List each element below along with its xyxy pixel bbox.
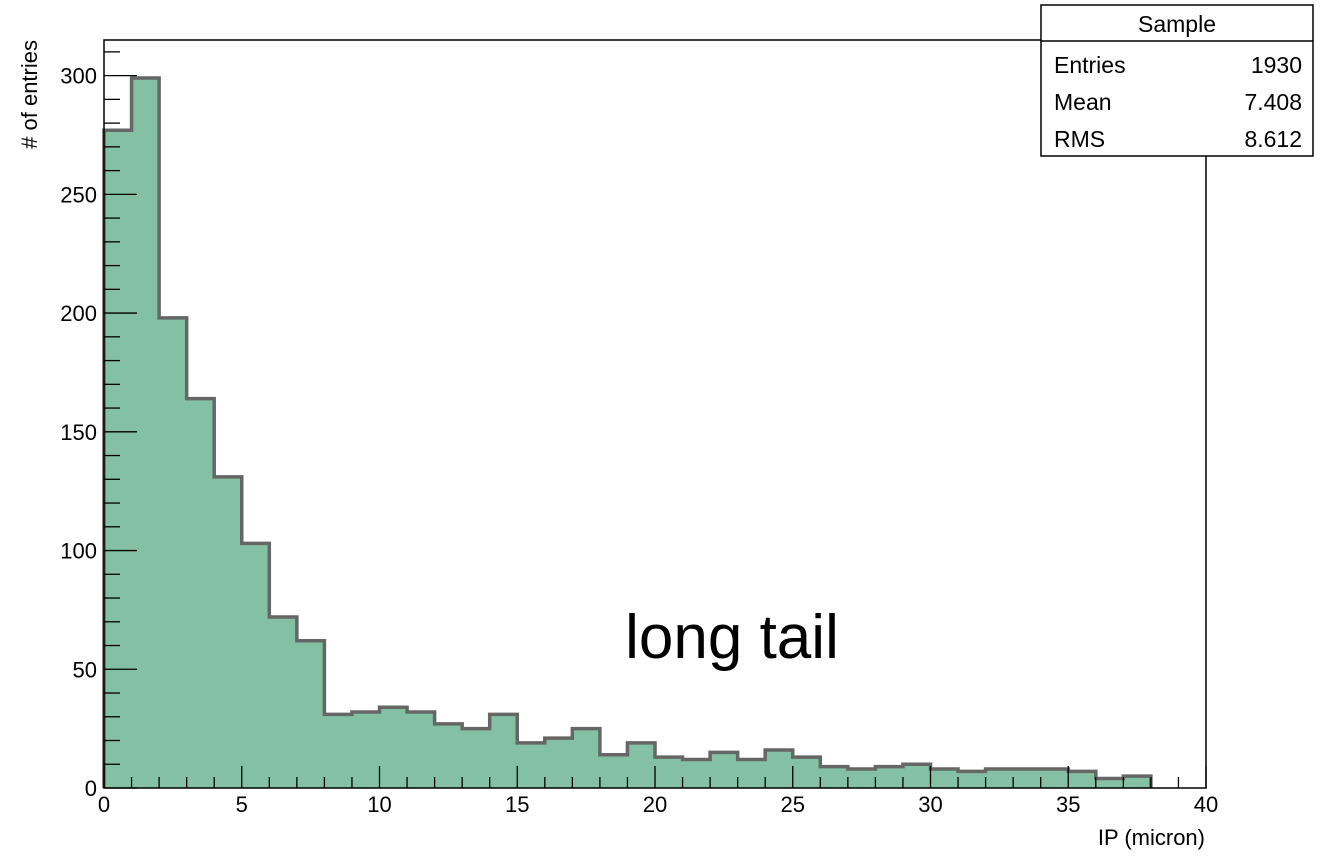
x-tick-label: 15 <box>505 792 529 817</box>
histogram-bin <box>407 712 436 788</box>
stats-mean-label: Mean <box>1054 89 1112 115</box>
histogram-bin <box>875 766 904 788</box>
y-axis-ticks <box>104 51 137 789</box>
stats-box-title: Sample <box>1138 11 1216 37</box>
histogram-bin <box>737 759 766 788</box>
histogram-bin <box>517 742 546 788</box>
histogram-bin <box>627 742 656 788</box>
stats-box-frame <box>1040 4 1314 157</box>
histogram-bin <box>351 712 381 788</box>
histogram-bin <box>1013 769 1042 788</box>
x-tick-label: 10 <box>367 792 391 817</box>
histogram-bin <box>241 543 270 788</box>
long-tail-annotation: long tail <box>625 603 839 672</box>
y-tick-label: 150 <box>60 420 97 445</box>
histogram-bin <box>1068 771 1097 788</box>
histogram-bin <box>958 771 987 788</box>
stats-entries-label: Entries <box>1054 52 1126 78</box>
stats-entries-value: 1930 <box>1251 52 1302 78</box>
x-tick-label: 40 <box>1194 792 1218 817</box>
histogram-bin <box>930 769 959 788</box>
histogram-bin <box>159 317 188 788</box>
histogram-bin <box>462 728 491 788</box>
histogram-bin <box>544 738 573 788</box>
histogram-bin <box>599 754 629 788</box>
x-tick-label: 25 <box>781 792 805 817</box>
histogram-bin <box>847 769 876 788</box>
histogram-bin <box>1123 776 1152 788</box>
stats-rms-label: RMS <box>1054 126 1105 152</box>
histogram-bin <box>269 617 298 788</box>
histogram-bin <box>682 759 711 788</box>
histogram-bin <box>792 757 821 788</box>
histogram-outline <box>102 76 1153 788</box>
histogram-bin <box>820 766 849 788</box>
histogram-bin <box>296 640 325 788</box>
histogram-bin <box>324 714 353 788</box>
stats-box: Sample Entries 1930 Mean 7.408 RMS 8.612 <box>1040 4 1314 157</box>
x-axis-ticks <box>103 766 1207 788</box>
histogram-bin <box>985 769 1014 788</box>
y-tick-label: 0 <box>85 776 97 801</box>
y-axis-title: # of entries <box>17 40 42 149</box>
x-tick-label: 30 <box>918 792 942 817</box>
y-tick-label: 100 <box>60 539 97 564</box>
x-tick-label: 0 <box>98 792 110 817</box>
histogram-bars <box>104 77 1152 788</box>
histogram-bin <box>214 476 243 788</box>
histogram-bin <box>1095 778 1124 788</box>
y-axis-tick-labels: 0 50 100 150 200 250 300 <box>60 64 97 801</box>
histogram-bin <box>104 130 133 788</box>
x-tick-label: 35 <box>1056 792 1080 817</box>
histogram-bin <box>489 714 518 788</box>
y-tick-label: 300 <box>60 64 97 89</box>
histogram-bin <box>1040 769 1069 788</box>
y-tick-label: 50 <box>73 657 97 682</box>
histogram-bin <box>379 707 408 788</box>
histogram-bin <box>131 77 160 788</box>
histogram-bin <box>655 757 684 788</box>
x-axis-title: IP (micron) <box>1098 825 1205 850</box>
stats-rms-value: 8.612 <box>1244 126 1302 152</box>
stats-mean-value: 7.408 <box>1244 89 1302 115</box>
histogram-bin <box>765 750 794 788</box>
histogram-bin <box>902 764 932 788</box>
histogram-bin <box>572 728 601 788</box>
histogram-bin <box>710 752 739 788</box>
histogram-bin <box>186 398 215 788</box>
x-tick-label: 5 <box>236 792 248 817</box>
y-tick-label: 200 <box>60 301 97 326</box>
histogram-bin <box>434 723 463 788</box>
x-tick-label: 20 <box>643 792 667 817</box>
x-axis-tick-labels: 0 5 10 15 20 25 30 35 40 <box>98 792 1218 817</box>
y-tick-label: 250 <box>60 182 97 207</box>
